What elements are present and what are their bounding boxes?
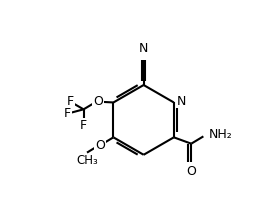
- Text: O: O: [186, 165, 196, 179]
- Text: F: F: [66, 95, 73, 108]
- Text: O: O: [93, 95, 103, 108]
- Text: F: F: [80, 119, 87, 131]
- Text: O: O: [95, 139, 105, 152]
- Text: N: N: [139, 42, 148, 55]
- Text: NH₂: NH₂: [208, 128, 232, 141]
- Text: CH₃: CH₃: [76, 154, 98, 167]
- Text: N: N: [177, 95, 186, 108]
- Text: F: F: [64, 107, 71, 120]
